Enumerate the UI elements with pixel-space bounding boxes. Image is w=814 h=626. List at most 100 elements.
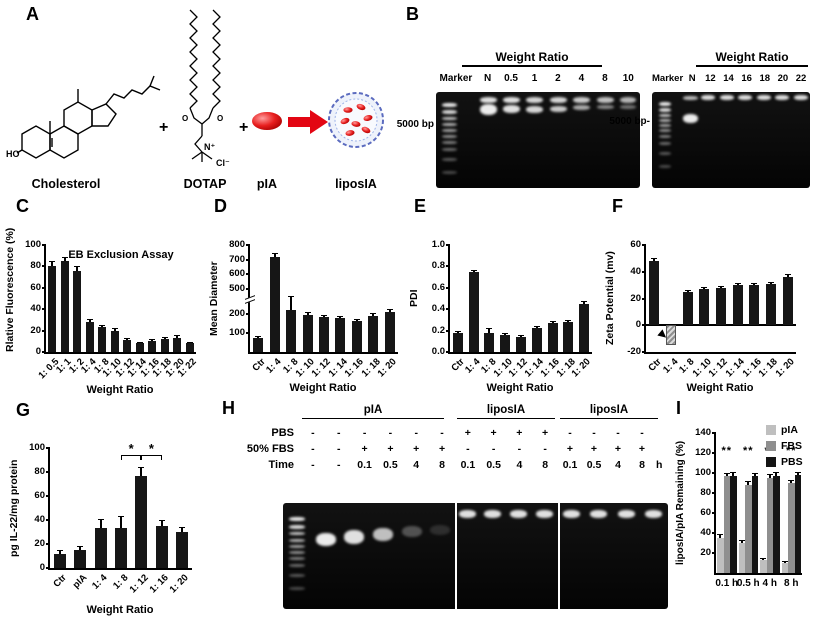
plot-area: EB Exclusion Assay 0 20 40 60 80 100 1: 0.5 1: 1…: [25, 240, 199, 382]
condition-value: -: [517, 443, 522, 455]
y-tick-mark: [246, 258, 250, 261]
condition-value: +: [614, 443, 622, 455]
legend: pIA FBS PBS: [766, 424, 803, 468]
bar: [335, 318, 346, 352]
error-bar: [370, 312, 377, 317]
bar: [135, 343, 144, 352]
condition-value: +: [566, 443, 574, 455]
bar: [579, 303, 590, 352]
gel-band: [659, 108, 671, 112]
error-bar: [486, 328, 493, 333]
plot-area: 100 200 500 600 700 800 Ctr 1: 4 1: 8 1: 10 1: 12 1…: [229, 240, 399, 380]
gel-band: [289, 551, 305, 554]
error-bar: [766, 474, 773, 478]
cholesterol-structure: [16, 75, 161, 159]
chart-il22: pg IL-22/mg protein 0 20 40 60 80 100 Ctr pIA 1:…: [8, 441, 208, 616]
condition-cells: 0.1 0.5 4 8: [455, 459, 558, 471]
gel-band: [701, 95, 715, 100]
panel-label-a: A: [26, 4, 39, 24]
condition-value: -: [640, 427, 644, 439]
condition-row: PBS - - - - - - + + + + - - - -: [228, 425, 668, 441]
x-tick-label: 0.5 h: [736, 578, 760, 589]
dotap-structure: [189, 9, 221, 162]
x-tick-label: Ctr: [645, 356, 664, 374]
weight-ratio-title: Weight Ratio: [696, 50, 808, 67]
bar: [98, 327, 107, 352]
lane-label: N: [688, 73, 696, 84]
lane-label: 18: [759, 73, 771, 84]
gel-band: [480, 97, 497, 103]
legend-item: PBS: [766, 456, 803, 468]
weight-ratio-title: Weight Ratio: [462, 50, 602, 67]
error-bar: [77, 546, 84, 550]
gel-band: [289, 517, 305, 521]
lane-label: 8: [602, 73, 608, 84]
bar: [547, 323, 558, 352]
legend-item: pIA: [766, 424, 803, 436]
bar: [110, 330, 119, 352]
bar: [531, 328, 542, 352]
gel-band: [794, 95, 808, 100]
legend-item: FBS: [766, 440, 803, 452]
y-tick-label: 0.0: [431, 346, 445, 357]
chart-zeta-potential: Zeta Potential (mv) -20 0 20 40 60 Ctr 1: 4 1: …: [604, 240, 810, 395]
reaction-arrow-icon: [288, 110, 328, 134]
y-tick-label: 100: [29, 442, 45, 453]
gel-band: [550, 106, 567, 112]
gel-band: [775, 95, 789, 100]
y-tick-mark: [712, 492, 716, 494]
bar: [730, 476, 737, 573]
error-bar: [684, 289, 691, 292]
y-tick-label: 100: [695, 467, 711, 478]
y-tick-mark: [642, 244, 646, 246]
y-tick-label: 800: [229, 239, 245, 250]
y-tick-label: -20: [627, 346, 641, 357]
gel-band: [720, 95, 734, 100]
error-bar: [288, 296, 295, 310]
error-bar: [794, 472, 801, 475]
condition-value: +: [516, 427, 523, 439]
gel-image: [436, 92, 640, 188]
condition-value: +: [361, 443, 368, 455]
condition-cells: ------: [300, 427, 455, 439]
y-tick-label: 0.2: [431, 324, 445, 336]
condition-value: 0.5: [486, 459, 501, 471]
y-tick-label: 20: [700, 547, 711, 558]
x-axis-title: Weight Ratio: [486, 382, 554, 394]
gel-band: [659, 114, 671, 117]
error-bar: [718, 285, 724, 288]
error-bar: [271, 253, 278, 257]
y-tick-label: 20: [34, 538, 45, 549]
bar: [173, 338, 182, 352]
y-tick-label: 0.8: [431, 260, 445, 272]
gel-image: [283, 503, 668, 609]
significance-label: **: [721, 445, 733, 457]
bar: [351, 320, 362, 352]
y-tick-mark: [712, 432, 716, 434]
y-tick-mark: [712, 532, 716, 534]
chart-pdi: PDI 0.0 0.2 0.4 0.6 0.8 1.0 Ctr 1: 4 1: 8 1: 10 1:…: [408, 240, 604, 395]
n-atom-label: N⁺: [204, 142, 215, 152]
error-bar: [751, 473, 758, 476]
condition-value: -: [388, 427, 393, 439]
gel-section-title: pIA: [302, 403, 444, 419]
o-atom-label: O: [182, 114, 188, 123]
panel-label-i: I: [676, 398, 682, 418]
gel-band: [503, 105, 520, 113]
condition-table: PBS - - - - - - + + + + - - - - 50% FBS - - + + + + - - - - + + + + Ti…: [228, 425, 668, 473]
condition-value: +: [464, 427, 471, 439]
gel-band: [659, 152, 671, 155]
x-tick-label: 1: 12: [127, 572, 151, 596]
bar: [649, 261, 660, 326]
gel-band: [442, 110, 457, 114]
condition-value: +: [413, 443, 420, 455]
lane-label: 10: [622, 73, 634, 84]
bar: [794, 475, 801, 573]
gel-band: [442, 117, 457, 120]
error-bar: [760, 558, 767, 560]
gel-band: [442, 129, 457, 132]
gel-band: [597, 105, 614, 109]
error-bar: [337, 316, 344, 319]
condition-value: 0.5: [383, 459, 398, 471]
error-bar: [49, 261, 56, 267]
